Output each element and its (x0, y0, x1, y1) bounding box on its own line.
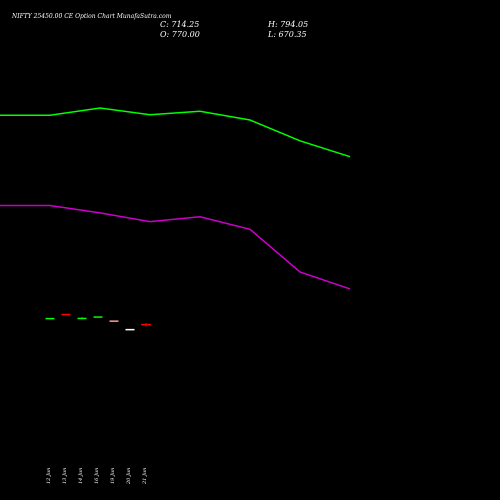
lower-band-line (0, 204, 351, 290)
x-tick-label: 13 Jun (62, 468, 68, 484)
candle-body (77, 317, 87, 320)
candle-body (125, 328, 135, 331)
candle-body (45, 317, 55, 320)
candle-body (93, 316, 103, 318)
candle-14-jun (77, 317, 87, 320)
candle-body (141, 323, 151, 326)
x-tick-label: 12 Jun (46, 468, 52, 484)
x-tick-label: 16 Jun (94, 468, 100, 484)
x-tick-label: 14 Jun (78, 468, 84, 484)
candle-body (109, 320, 119, 322)
x-tick-label: 20 Jun (126, 468, 132, 485)
open-value: O: 770.00 (160, 30, 200, 39)
x-axis-ticks: 12 Jun 13 Jun 14 Jun 16 Jun 19 Jun 20 Jun 21 J… (46, 468, 148, 485)
low-value: L: 670.35 (267, 30, 307, 39)
candle-21-jun (141, 323, 151, 327)
candle-16-jun (93, 316, 103, 318)
x-tick-label: 19 Jun (110, 468, 116, 484)
candles (45, 313, 151, 331)
upper-band-line (0, 107, 351, 158)
candle-12-jun (45, 317, 55, 320)
close-value: C: 714.25 (160, 20, 199, 29)
candle-20-jun (125, 328, 135, 331)
band-lines (0, 107, 351, 290)
candle-body (61, 313, 71, 316)
chart-title: NIFTY 25450.00 CE Option Chart MunafaSut… (11, 13, 172, 20)
candle-13-jun (61, 313, 71, 316)
high-value: H: 794.05 (267, 20, 308, 29)
candle-19-jun (109, 320, 119, 322)
x-tick-label: 21 Jun (142, 468, 148, 485)
